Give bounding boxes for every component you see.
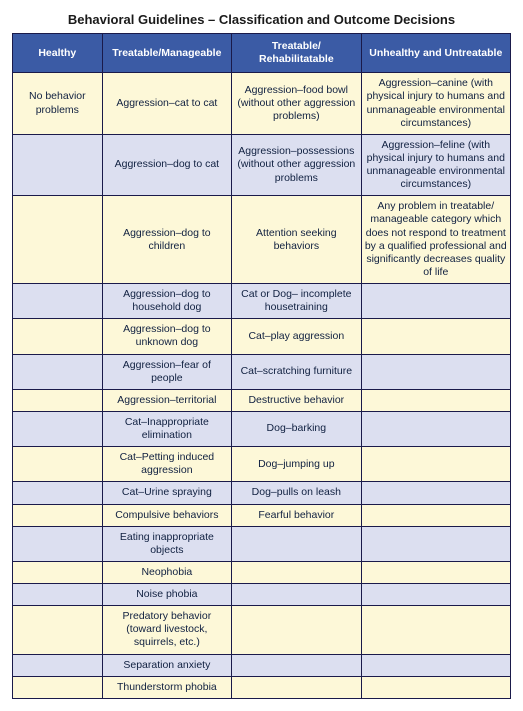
table-cell: Aggression–fear of people	[102, 354, 231, 389]
table-cell: Dog–jumping up	[232, 447, 361, 482]
table-cell	[13, 447, 103, 482]
table-cell	[13, 654, 103, 676]
table-row: Aggression–dog to unknown dogCat–play ag…	[13, 319, 511, 354]
table-header-row: Healthy Treatable/Manageable Treatable/ …	[13, 34, 511, 73]
table-row: Aggression–dog to household dogCat or Do…	[13, 284, 511, 319]
col-header-healthy: Healthy	[13, 34, 103, 73]
table-row: Eating inappropriate objects	[13, 526, 511, 561]
table-cell	[232, 561, 361, 583]
table-cell	[13, 134, 103, 196]
table-cell: Aggression–food bowl (without other aggr…	[232, 73, 361, 135]
guidelines-table: Healthy Treatable/Manageable Treatable/ …	[12, 33, 511, 699]
table-cell	[13, 504, 103, 526]
table-cell: Aggression–feline (with physical injury …	[361, 134, 510, 196]
col-header-treatable-manageable: Treatable/Manageable	[102, 34, 231, 73]
table-cell: Aggression–canine (with physical injury …	[361, 73, 510, 135]
table-cell	[13, 676, 103, 698]
table-cell	[13, 606, 103, 654]
col-header-treatable-rehabilitatable: Treatable/ Rehabilitatable	[232, 34, 361, 73]
table-cell: Cat or Dog– incomplete housetraining	[232, 284, 361, 319]
table-cell: Attention seeking behaviors	[232, 196, 361, 284]
table-cell: Dog–pulls on leash	[232, 482, 361, 504]
table-row: Cat–Urine sprayingDog–pulls on leash	[13, 482, 511, 504]
table-cell	[232, 676, 361, 698]
table-cell: Cat–play aggression	[232, 319, 361, 354]
table-row: No behavior problemsAggression–cat to ca…	[13, 73, 511, 135]
table-row: Aggression–dog to childrenAttention seek…	[13, 196, 511, 284]
table-cell	[361, 504, 510, 526]
table-cell: Cat–scratching furniture	[232, 354, 361, 389]
table-cell: Aggression–dog to cat	[102, 134, 231, 196]
table-cell: Destructive behavior	[232, 389, 361, 411]
table-cell	[361, 654, 510, 676]
table-cell	[361, 482, 510, 504]
table-row: Aggression–dog to catAggression–possessi…	[13, 134, 511, 196]
table-row: Aggression–fear of peopleCat–scratching …	[13, 354, 511, 389]
table-cell	[232, 584, 361, 606]
table-cell	[361, 319, 510, 354]
table-cell	[13, 196, 103, 284]
table-row: Cat–Petting induced aggressionDog–jumpin…	[13, 447, 511, 482]
table-cell: Aggression–dog to children	[102, 196, 231, 284]
table-cell: Aggression–territorial	[102, 389, 231, 411]
table-cell	[13, 319, 103, 354]
table-cell	[13, 561, 103, 583]
table-row: Noise phobia	[13, 584, 511, 606]
table-cell: Eating inappropriate objects	[102, 526, 231, 561]
table-cell	[361, 676, 510, 698]
table-cell	[361, 389, 510, 411]
table-cell: No behavior problems	[13, 73, 103, 135]
table-cell: Any problem in treatable/ manageable cat…	[361, 196, 510, 284]
table-row: Thunderstorm phobia	[13, 676, 511, 698]
table-cell	[13, 526, 103, 561]
col-header-unhealthy-untreatable: Unhealthy and Untreatable	[361, 34, 510, 73]
table-cell	[13, 584, 103, 606]
table-cell	[232, 526, 361, 561]
table-cell	[13, 482, 103, 504]
table-cell: Aggression–possessions (without other ag…	[232, 134, 361, 196]
table-cell	[13, 411, 103, 446]
table-cell	[13, 354, 103, 389]
table-cell	[361, 354, 510, 389]
table-row: Cat–Inappropriate eliminationDog–barking	[13, 411, 511, 446]
table-cell: Separation anxiety	[102, 654, 231, 676]
table-cell: Aggression–dog to unknown dog	[102, 319, 231, 354]
table-cell	[232, 606, 361, 654]
table-cell	[361, 447, 510, 482]
table-cell	[361, 584, 510, 606]
table-cell: Compulsive behaviors	[102, 504, 231, 526]
table-cell: Cat–Urine spraying	[102, 482, 231, 504]
table-cell	[13, 389, 103, 411]
table-cell: Predatory behavior (toward livestock, sq…	[102, 606, 231, 654]
table-cell: Thunderstorm phobia	[102, 676, 231, 698]
table-cell	[361, 411, 510, 446]
table-cell: Aggression–dog to household dog	[102, 284, 231, 319]
table-cell: Fearful behavior	[232, 504, 361, 526]
table-cell	[232, 654, 361, 676]
table-row: Predatory behavior (toward livestock, sq…	[13, 606, 511, 654]
table-cell: Cat–Inappropriate elimination	[102, 411, 231, 446]
table-cell	[361, 284, 510, 319]
table-cell: Cat–Petting induced aggression	[102, 447, 231, 482]
table-cell: Dog–barking	[232, 411, 361, 446]
table-row: Aggression–territorialDestructive behavi…	[13, 389, 511, 411]
table-row: Neophobia	[13, 561, 511, 583]
table-cell	[13, 284, 103, 319]
page-title: Behavioral Guidelines – Classification a…	[12, 12, 511, 27]
table-cell: Neophobia	[102, 561, 231, 583]
table-cell	[361, 606, 510, 654]
table-cell: Aggression–cat to cat	[102, 73, 231, 135]
table-cell	[361, 561, 510, 583]
table-row: Compulsive behaviorsFearful behavior	[13, 504, 511, 526]
table-row: Separation anxiety	[13, 654, 511, 676]
table-cell: Noise phobia	[102, 584, 231, 606]
table-cell	[361, 526, 510, 561]
